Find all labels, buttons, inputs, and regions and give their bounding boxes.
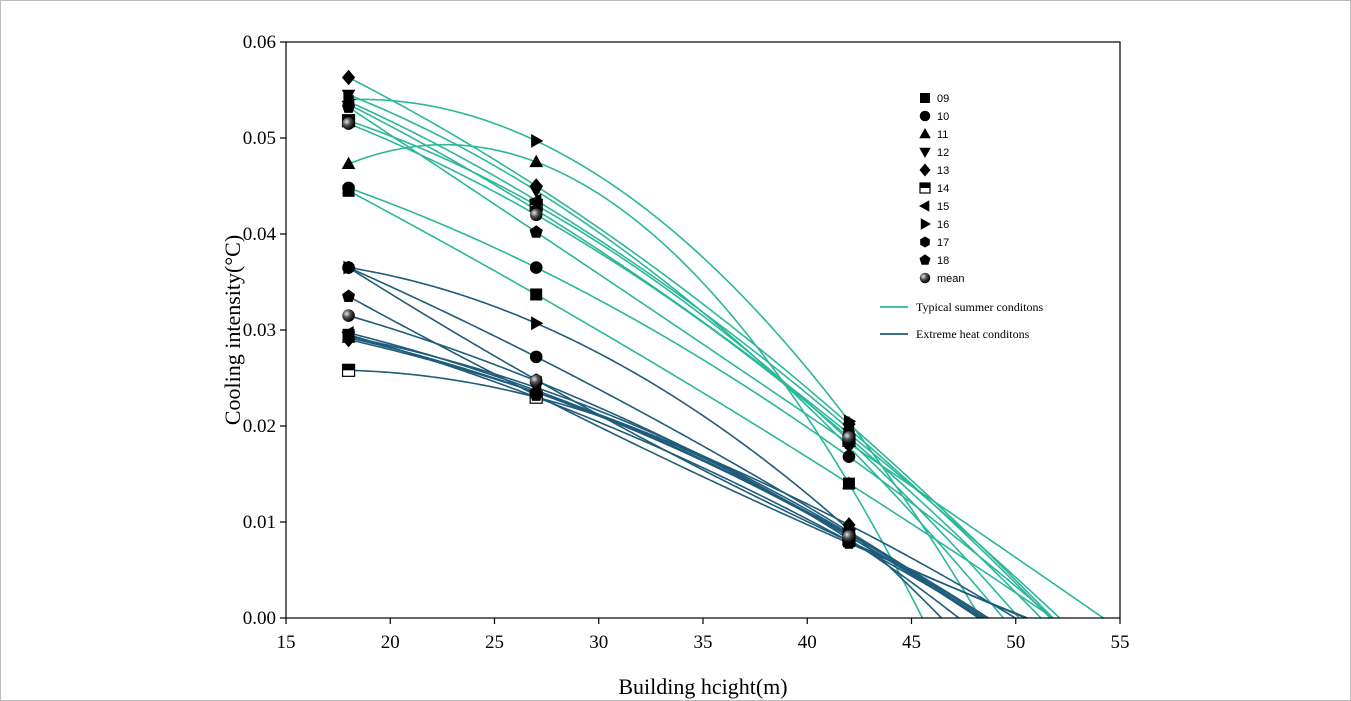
x-tick-label: 20	[381, 632, 400, 653]
x-axis-label: Building hcight(m)	[618, 674, 787, 699]
legend-label: 17	[937, 237, 949, 249]
data-point-typical-10	[529, 261, 543, 274]
y-tick-label: 0.00	[243, 608, 276, 629]
legend-marker-18	[919, 254, 931, 265]
x-tick-label: 45	[902, 632, 921, 653]
data-point-extreme-16	[531, 316, 544, 331]
fit-curve-extreme-10	[348, 266, 987, 618]
fit-curve-typical-mean	[348, 122, 1043, 618]
data-point-typical-18	[342, 100, 356, 113]
data-markers	[341, 69, 857, 549]
legend: 09 10 11 12 13 14 15 16 17 18 mean Typical summer c…	[880, 93, 1043, 341]
data-point-extreme-mean	[842, 530, 856, 543]
fit-curve-extreme-18	[348, 295, 1030, 618]
legend-marker-13	[919, 163, 931, 177]
fit-curve-extreme-17	[348, 266, 1028, 618]
data-point-extreme-mean	[342, 309, 355, 322]
fit-curve-typical-09	[348, 190, 1055, 618]
legend-label: 10	[937, 111, 949, 123]
x-tick-label: 55	[1111, 632, 1130, 653]
legend-marker-mean	[919, 272, 931, 284]
data-point-typical-13	[529, 178, 543, 194]
fit-curve-typical-13	[348, 76, 1055, 618]
x-tick-label: 35	[694, 632, 713, 653]
data-point-typical-11	[529, 154, 544, 168]
legend-marker-09	[920, 93, 930, 103]
marker-fill	[342, 364, 355, 371]
data-point-typical-mean	[529, 208, 543, 222]
fit-curve-typical-14	[348, 119, 1021, 618]
x-tick-label: 15	[277, 632, 296, 653]
legend-marker-10	[919, 110, 931, 122]
legend-label: mean	[937, 273, 965, 285]
legend-label: 18	[937, 255, 949, 267]
data-point-typical-18	[529, 225, 543, 238]
y-tick-label: 0.05	[243, 128, 276, 149]
legend-label: 14	[937, 183, 949, 195]
y-tick-label: 0.02	[243, 416, 276, 437]
data-point-typical-09	[530, 288, 543, 301]
legend-marker-17	[920, 236, 930, 248]
fit-curve-typical-12	[348, 94, 1005, 618]
data-point-typical-15	[529, 193, 542, 208]
data-point-typical-16	[843, 414, 857, 429]
data-point-typical-mean	[342, 117, 355, 130]
data-point-typical-16	[531, 134, 544, 148]
legend-label: 09	[937, 93, 949, 105]
x-tick-label: 40	[798, 632, 817, 653]
x-tick-label: 30	[589, 632, 608, 653]
y-tick-label: 0.01	[243, 512, 276, 533]
axes: 15 20 25 30 35 40 45 50 55 0.00 0.01 0.02 0.03 0.04 0.…	[243, 32, 1130, 653]
legend-marker-14	[919, 182, 931, 194]
fit-curves	[348, 76, 1105, 618]
x-tick-label: 25	[485, 632, 504, 653]
data-point-extreme-10	[529, 350, 543, 364]
legend-label: 11	[937, 129, 948, 141]
legend-marker-16	[920, 218, 931, 230]
fit-curve-typical-11	[348, 143, 924, 618]
y-tick-label: 0.03	[243, 320, 276, 341]
legend-marker-12	[919, 147, 931, 158]
data-point-extreme-15	[341, 326, 354, 340]
y-tick-label: 0.06	[243, 32, 276, 53]
fit-curve-extreme-11	[348, 336, 984, 618]
data-point-typical-11	[842, 476, 856, 489]
legend-label: 16	[937, 219, 949, 231]
fit-curve-extreme-14	[348, 369, 961, 618]
fit-curve-typical-16	[348, 98, 982, 618]
y-axis-label: Cooling intensity(°C)	[220, 235, 245, 425]
legend-line-label: Extreme heat conditons	[916, 327, 1030, 341]
legend-marker-15	[919, 200, 930, 212]
legend-line-label: Typical summer conditons	[916, 300, 1043, 314]
fit-curve-extreme-15	[348, 332, 990, 618]
data-point-extreme-mean	[529, 374, 543, 388]
fit-curve-typical-18	[348, 106, 1105, 618]
legend-label: 12	[937, 147, 949, 159]
data-point-extreme-18	[529, 388, 543, 401]
data-point-typical-11	[341, 156, 356, 169]
legend-label: 15	[937, 201, 949, 213]
y-tick-label: 0.04	[243, 224, 277, 245]
x-tick-label: 50	[1006, 632, 1025, 653]
data-point-extreme-14	[341, 363, 356, 377]
data-point-extreme-18	[342, 289, 356, 302]
fit-curve-typical-10	[348, 187, 1055, 618]
data-point-typical-10	[342, 181, 355, 195]
legend-label: 13	[937, 165, 949, 177]
marker-fill	[920, 183, 930, 188]
data-point-typical-13	[341, 69, 356, 86]
fit-curve-extreme-mean	[348, 314, 981, 618]
data-point-extreme-17	[342, 261, 355, 275]
data-point-typical-10	[842, 450, 856, 464]
legend-marker-11	[919, 128, 931, 139]
data-point-typical-mean	[842, 431, 856, 444]
